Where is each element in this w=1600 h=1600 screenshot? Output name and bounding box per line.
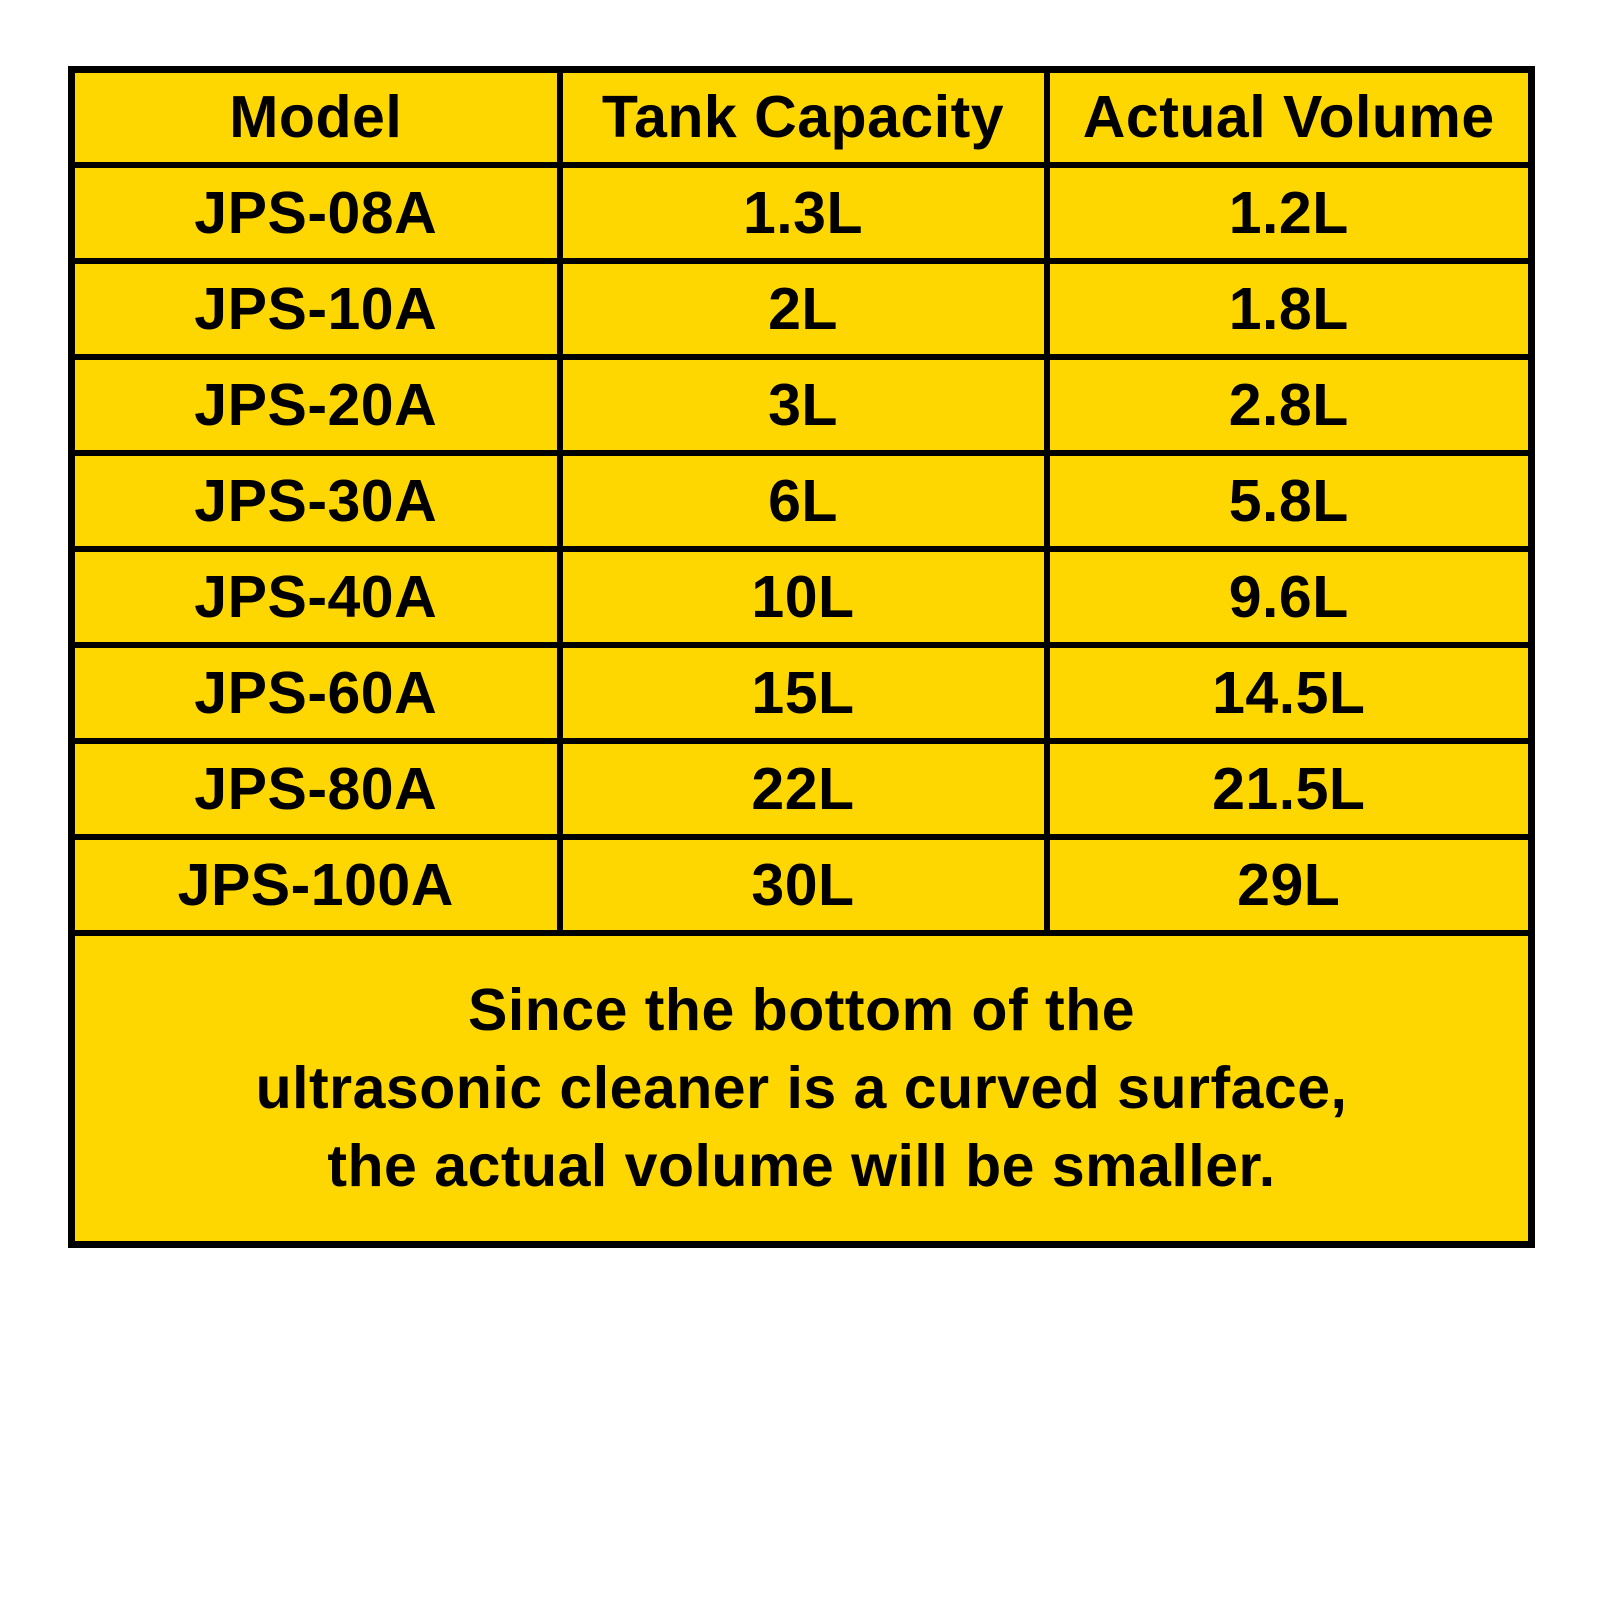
cell-actual-volume: 21.5L (1043, 737, 1535, 840)
note-line-3: the actual volume will be smaller. (327, 1133, 1276, 1200)
cell-model: JPS-100A (68, 833, 563, 936)
table-row: JPS-40A 10L 9.6L (68, 545, 1535, 648)
header-row: Model Tank Capacity Actual Volume (68, 66, 1535, 168)
cell-tank-capacity: 15L (556, 641, 1050, 744)
cell-tank-capacity: 2L (556, 257, 1050, 360)
table-row: JPS-60A 15L 14.5L (68, 641, 1535, 744)
table-note: Since the bottom of the ultrasonic clean… (68, 929, 1535, 1248)
cell-model: JPS-08A (68, 161, 563, 264)
cell-actual-volume: 1.8L (1043, 257, 1535, 360)
capacity-spec-table: Model Tank Capacity Actual Volume JPS-08… (68, 66, 1535, 1248)
note-row: Since the bottom of the ultrasonic clean… (68, 929, 1535, 1248)
note-line-1: Since the bottom of the (467, 977, 1136, 1044)
cell-model: JPS-10A (68, 257, 563, 360)
table-row: JPS-08A 1.3L 1.2L (68, 161, 1535, 264)
cell-model: JPS-40A (68, 545, 563, 648)
cell-tank-capacity: 10L (556, 545, 1050, 648)
cell-model: JPS-20A (68, 353, 563, 456)
cell-actual-volume: 1.2L (1043, 161, 1535, 264)
cell-actual-volume: 29L (1043, 833, 1535, 936)
column-header-tank-capacity: Tank Capacity (556, 66, 1050, 168)
cell-model: JPS-80A (68, 737, 563, 840)
note-line-2: ultrasonic cleaner is a curved surface, (255, 1055, 1348, 1122)
cell-tank-capacity: 1.3L (556, 161, 1050, 264)
table-row: JPS-80A 22L 21.5L (68, 737, 1535, 840)
cell-actual-volume: 2.8L (1043, 353, 1535, 456)
cell-tank-capacity: 22L (556, 737, 1050, 840)
table-row: JPS-100A 30L 29L (68, 833, 1535, 936)
table-row: JPS-10A 2L 1.8L (68, 257, 1535, 360)
column-header-actual-volume: Actual Volume (1043, 66, 1535, 168)
cell-actual-volume: 9.6L (1043, 545, 1535, 648)
cell-tank-capacity: 6L (556, 449, 1050, 552)
column-header-model: Model (68, 66, 563, 168)
table-row: JPS-20A 3L 2.8L (68, 353, 1535, 456)
cell-actual-volume: 5.8L (1043, 449, 1535, 552)
table-row: JPS-30A 6L 5.8L (68, 449, 1535, 552)
cell-model: JPS-60A (68, 641, 563, 744)
cell-actual-volume: 14.5L (1043, 641, 1535, 744)
cell-tank-capacity: 30L (556, 833, 1050, 936)
cell-model: JPS-30A (68, 449, 563, 552)
cell-tank-capacity: 3L (556, 353, 1050, 456)
